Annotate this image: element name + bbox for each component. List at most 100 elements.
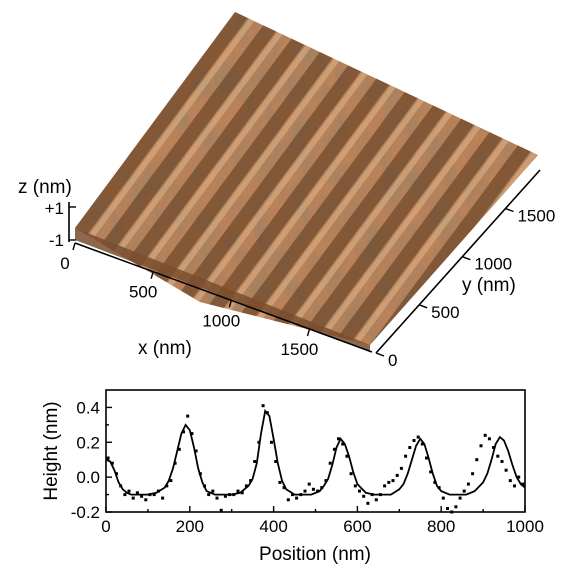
y-axis-label: y (nm) [462, 275, 516, 296]
profile-data-point [508, 479, 512, 483]
profile-data-point [190, 432, 194, 436]
profile-data-point [282, 486, 286, 490]
profile-data-point [471, 472, 475, 476]
profile-plot: 0 200 400 600 800 1000 -0.2 0.0 0.2 0.4 Position… [41, 389, 544, 565]
profile-data-point [232, 493, 236, 497]
x-tick [228, 300, 232, 308]
surface-ridge-shadow [353, 12, 538, 345]
profile-data-point [198, 472, 202, 476]
profile-data-point [278, 480, 282, 484]
profile-data-point [106, 456, 110, 460]
x-axis-ticks: 0 500 1000 1500 [60, 242, 319, 359]
profile-data-point [437, 486, 441, 490]
surface-ridge-highlight [102, 12, 381, 271]
profile-data-point [295, 496, 299, 500]
profile-data-point [215, 496, 219, 500]
surface-ridge-highlight [75, 12, 352, 259]
profile-data-point [303, 489, 307, 493]
x-axis-line [74, 242, 373, 353]
profile-data-point [127, 489, 131, 493]
x-tick [150, 271, 154, 279]
profile-data-point [408, 446, 412, 449]
surface-ridge-shadow [87, 12, 374, 268]
profile-data-point [483, 433, 487, 437]
profile-data-point [123, 493, 127, 497]
profile-data-point [270, 440, 273, 444]
profile-data-point [496, 454, 500, 458]
profile-data-point [165, 484, 169, 488]
profile-data-point [135, 491, 139, 495]
profile-data-point [349, 472, 353, 476]
y-tick-label: 1500 [517, 207, 555, 226]
y-axis-line [375, 169, 541, 354]
profile-y-tick-label: 0.0 [76, 468, 100, 487]
profile-data-point [353, 484, 357, 488]
profile-data-point [320, 486, 324, 490]
profile-data-point [119, 484, 123, 488]
x-tick [306, 328, 311, 337]
profile-data-point [236, 489, 240, 493]
profile-data-point [492, 446, 496, 449]
profile-y-tick-label: 0.4 [76, 398, 100, 417]
profile-x-tick-label: 600 [343, 517, 371, 536]
surface-ridge-shadow [75, 12, 345, 257]
profile-x-tick-label: 0 [101, 517, 110, 536]
profile-data-point [244, 484, 248, 488]
profile-data-point [169, 479, 173, 483]
profile-data-point [316, 489, 320, 493]
x-tick-label: 0 [60, 254, 69, 273]
z-axis-label: z (nm) [18, 177, 72, 198]
profile-data-point [240, 491, 244, 495]
profile-data-point [203, 484, 206, 488]
profile-data-point [219, 508, 223, 512]
profile-y-tick-label: -0.2 [71, 503, 100, 522]
y-tick-label: 500 [431, 303, 459, 322]
profile-data-point [446, 507, 449, 510]
profile-y-tick-label: 0.2 [76, 433, 100, 452]
profile-data-point [433, 480, 437, 484]
profile-data-point [311, 487, 315, 491]
profile-data-point [441, 496, 445, 500]
profile-data-point [429, 470, 433, 474]
profile-data-point [265, 411, 269, 415]
profile-data-point [140, 494, 144, 498]
x-axis-label: x (nm) [138, 338, 192, 359]
profile-markers [106, 404, 525, 514]
profile-x-tick-label: 800 [427, 517, 455, 536]
profile-data-point [517, 475, 521, 479]
profile-data-point [152, 493, 156, 497]
profile-data-point [173, 461, 177, 465]
surface-ridge-shadow [117, 12, 404, 280]
profile-y-axis-label: Height (nm) [41, 401, 62, 500]
profile-x-tick-label: 400 [259, 517, 287, 536]
profile-data-point [261, 404, 265, 408]
z-tick-label-top: +1 [45, 199, 64, 218]
profile-x-tick-label: 1000 [506, 517, 544, 536]
profile-data-point [228, 493, 232, 497]
profile-data-point [182, 430, 185, 434]
profile-data-point [395, 473, 399, 477]
x-tick [72, 242, 76, 251]
profile-data-point [148, 493, 152, 497]
surface-ridge-shadow [146, 12, 433, 292]
profile-data-point [328, 461, 332, 465]
profile-data-point [521, 482, 525, 486]
y-tick-label: 1000 [474, 255, 512, 274]
profile-data-point [299, 493, 303, 497]
profile-y-ticks: -0.2 0.0 0.2 0.4 [71, 398, 112, 522]
x-tick-label: 1500 [281, 340, 319, 359]
profile-data-point [425, 456, 428, 460]
profile-data-point [257, 440, 261, 444]
profile-x-ticks: 0 200 400 600 800 1000 [101, 506, 544, 536]
profile-data-point [291, 493, 294, 497]
y-tick [462, 256, 471, 261]
surface-ridge-shadow [323, 12, 538, 345]
profile-data-point [341, 442, 345, 446]
surface-ridge-highlight [131, 12, 411, 283]
profile-data-point [253, 460, 257, 463]
profile-data-point [383, 484, 387, 488]
profile-data-point [475, 458, 479, 462]
profile-data-point [223, 494, 227, 498]
profile-data-point [345, 454, 349, 458]
